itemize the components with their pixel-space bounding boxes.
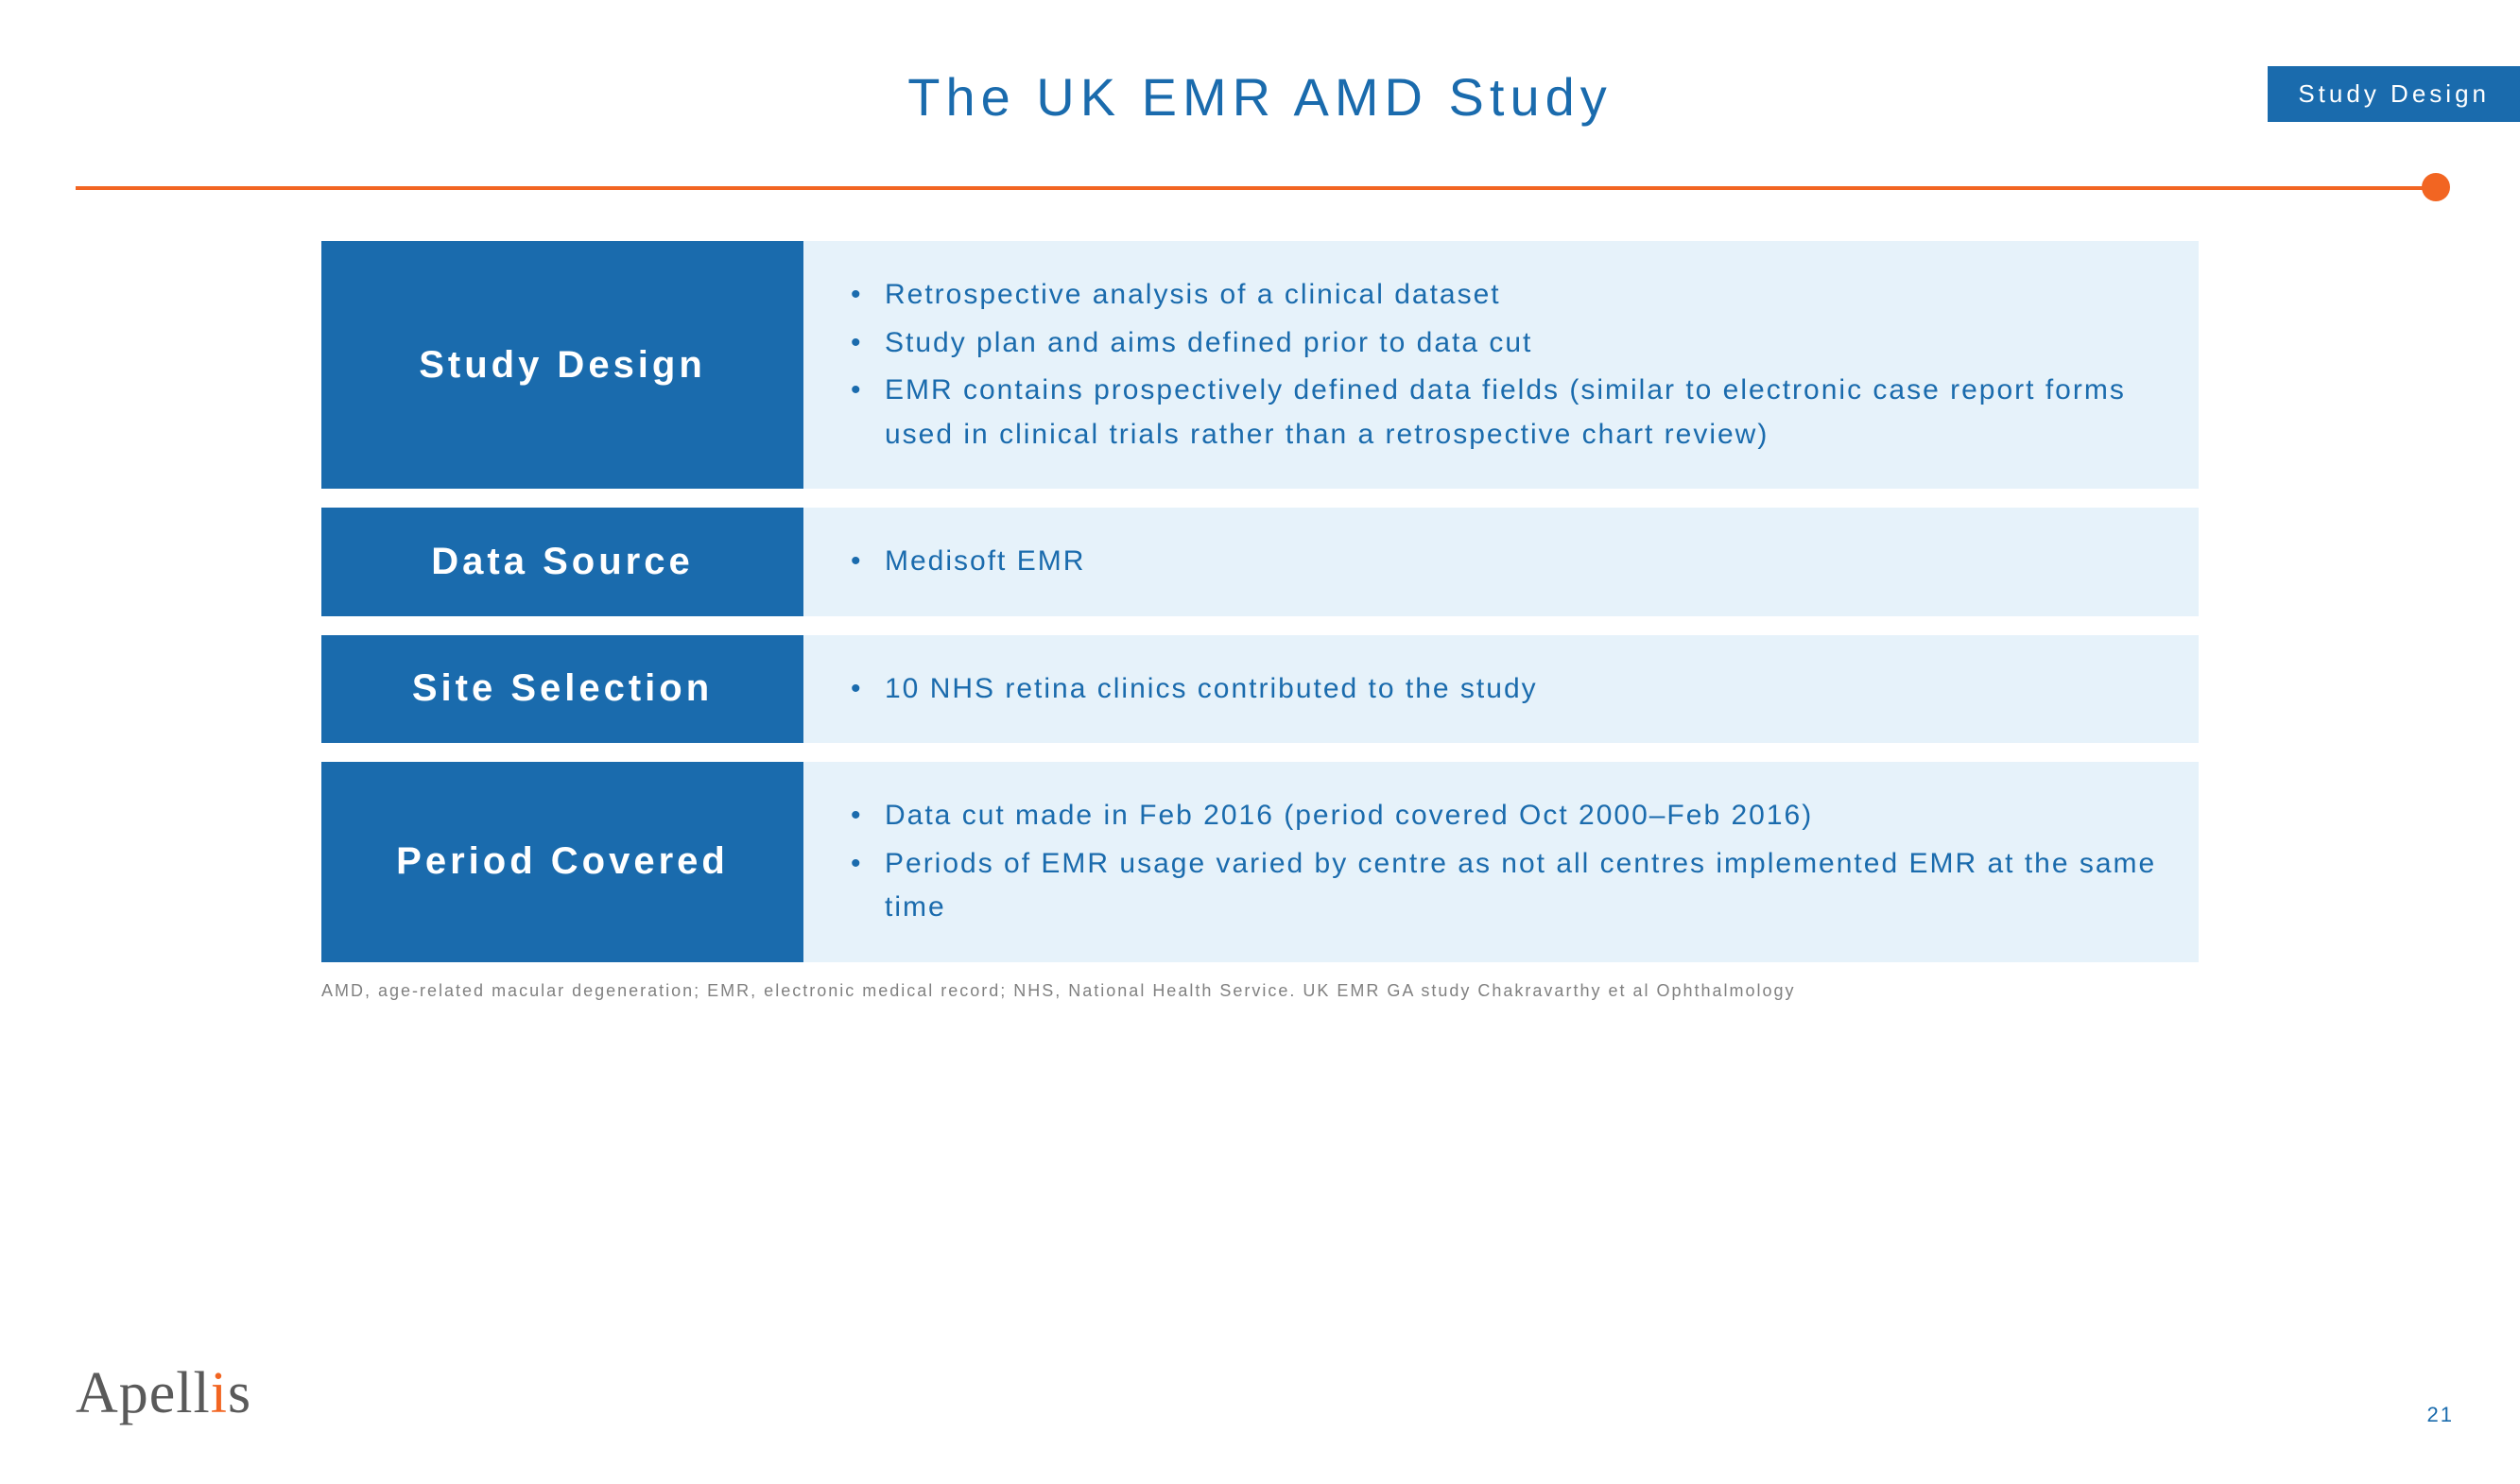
table-row: Period Covered Data cut made in Feb 2016… bbox=[321, 762, 2199, 962]
logo-text: s bbox=[228, 1361, 251, 1425]
bullet-item: EMR contains prospectively defined data … bbox=[851, 369, 2161, 457]
row-label-data-source: Data Source bbox=[321, 508, 803, 616]
bullet-item: Data cut made in Feb 2016 (period covere… bbox=[851, 794, 2161, 838]
table-row: Study Design Retrospective analysis of a… bbox=[321, 241, 2199, 489]
bullet-item: 10 NHS retina clinics contributed to the… bbox=[851, 667, 2161, 712]
page-number: 21 bbox=[2427, 1403, 2454, 1427]
content-table: Study Design Retrospective analysis of a… bbox=[321, 241, 2199, 962]
table-row: Data Source Medisoft EMR bbox=[321, 508, 2199, 616]
bullet-item: Retrospective analysis of a clinical dat… bbox=[851, 273, 2161, 318]
corner-tab: Study Design bbox=[2268, 66, 2520, 122]
bullet-item: Medisoft EMR bbox=[851, 540, 2161, 584]
row-label-study-design: Study Design bbox=[321, 241, 803, 489]
slide-title: The UK EMR AMD Study bbox=[0, 66, 2520, 128]
bullet-item: Periods of EMR usage varied by centre as… bbox=[851, 842, 2161, 930]
divider bbox=[76, 175, 2444, 203]
company-logo: Apellis bbox=[76, 1360, 251, 1427]
bullet-item: Study plan and aims defined prior to dat… bbox=[851, 321, 2161, 366]
logo-text: Apell bbox=[76, 1361, 211, 1425]
row-body: 10 NHS retina clinics contributed to the… bbox=[803, 635, 2199, 744]
footnote: AMD, age-related macular degeneration; E… bbox=[321, 981, 2199, 1001]
divider-line bbox=[76, 186, 2444, 190]
row-body: Medisoft EMR bbox=[803, 508, 2199, 616]
divider-dot-icon bbox=[2422, 173, 2450, 201]
row-body: Data cut made in Feb 2016 (period covere… bbox=[803, 762, 2199, 962]
table-row: Site Selection 10 NHS retina clinics con… bbox=[321, 635, 2199, 744]
row-label-period-covered: Period Covered bbox=[321, 762, 803, 962]
row-label-site-selection: Site Selection bbox=[321, 635, 803, 744]
logo-accent: i bbox=[211, 1361, 228, 1425]
row-body: Retrospective analysis of a clinical dat… bbox=[803, 241, 2199, 489]
